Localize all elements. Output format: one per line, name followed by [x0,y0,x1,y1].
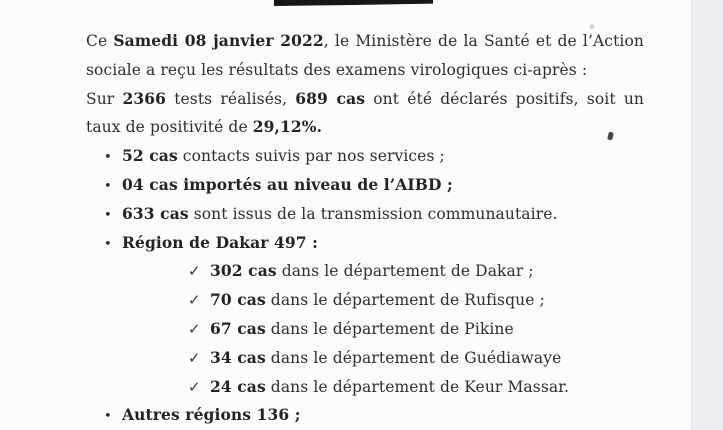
check-item: ✓ 302 cas dans le département de Dakar ; [188,257,723,286]
line-text-segment: 34 cas [210,347,266,367]
line-text-segment: 2366 [122,88,167,108]
check-icon: ✓ [188,377,201,396]
paragraph-line: Ce Samedi 08 janvier 2022, le Ministère … [86,27,644,56]
line-text-segment: tests réalisés, [166,89,296,108]
paragraph-line: Sur 2366 tests réalisés, 689 cas ont été… [86,85,644,114]
line-text-segment: sont issus de la transmission communauta… [188,204,558,223]
line-text-segment: Samedi 08 janvier 2022 [113,31,324,50]
line-text-segment: Autres régions 136 ; [122,405,301,425]
line-text-segment: ont été déclarés positifs, soit un [365,89,644,108]
line-text-segment: dans le département de Rufisque ; [265,291,545,310]
bullet-item: • 633 cas sont issus de la transmission c… [104,200,723,229]
check-item: ✓ 70 cas dans le département de Rufisque … [188,286,723,315]
line-text-segment: sociale a reçu les résultats des examens… [86,60,588,79]
bullet-item: • Région de Dakar 497 : [104,229,723,258]
paragraph-line: sociale a reçu les résultats des examens… [86,56,644,85]
line-text-segment: Région de Dakar 497 : [122,232,318,252]
line-text-segment: 04 cas importés au niveau de l’AIBD ; [122,174,453,194]
line-text-segment: contacts suivis par nos services ; [177,147,445,166]
line-text-segment: Ce [86,32,114,50]
line-text-segment: 633 cas [122,203,189,223]
check-icon: ✓ [188,348,201,367]
line-text-segment: 689 cas [295,88,366,108]
redacted-header-bar [274,0,433,6]
paragraph-line: taux de positivité de 29,12%. [86,113,644,142]
bullet-icon: • [104,409,112,425]
check-item: ✓ 34 cas dans le département de Guédiaway… [188,344,723,373]
line-text-segment: taux de positivité de [86,118,253,137]
bullet-item: • Autres régions 136 ; [104,401,723,430]
bullet-icon: • [104,150,112,166]
line-text-segment: 52 cas [122,146,178,166]
line-text-segment: , le Ministère de la Santé et de l’Actio… [323,32,644,50]
line-text-segment: dans le département de Keur Massar. [265,377,570,396]
line-text-segment: 29,12%. [252,117,323,137]
page-edge-band [691,0,723,430]
bullet-icon: • [104,207,112,223]
check-icon: ✓ [188,291,201,310]
line-text-segment: Sur [86,89,123,108]
check-item: ✓ 24 cas dans le département de Keur Mass… [188,373,723,402]
document-lines: Ce Samedi 08 janvier 2022, le Ministère … [0,27,723,430]
check-item: ✓ 67 cas dans le département de Pikine [188,315,723,344]
line-text-segment: dans le département de Dakar ; [276,262,534,281]
line-text-segment: 70 cas [210,290,266,310]
line-text-segment: 302 cas [210,261,277,281]
bullet-icon: • [104,178,112,194]
bullet-item: • 04 cas importés au niveau de l’AIBD ; [104,171,723,200]
line-text-segment: dans le département de Guédiawaye [265,348,562,367]
bullet-icon: • [104,236,112,252]
check-icon: ✓ [188,319,201,338]
line-text-segment: 67 cas [210,318,266,338]
bullet-item: • 52 cas contacts suivis par nos services… [104,142,723,171]
check-icon: ✓ [188,262,201,281]
line-text-segment: 24 cas [210,376,266,396]
line-text-segment: dans le département de Pikine [265,319,514,338]
